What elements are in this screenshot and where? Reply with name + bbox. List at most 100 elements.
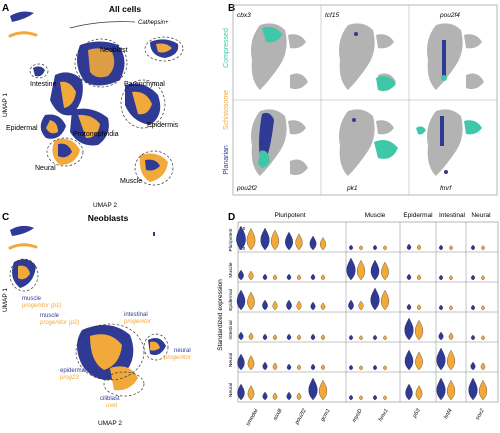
violin-grid-lines <box>238 222 498 402</box>
violin-orange-r3-c4 <box>359 335 363 341</box>
violin-orange-r3-c6 <box>414 319 424 341</box>
violin-orange-r5-c6 <box>415 385 423 401</box>
d-gene-2: pou2f2 <box>294 408 308 426</box>
group-epidermal: Epidermal <box>403 212 433 219</box>
c-label-muscle-1-sub: progenitor (p1) <box>21 303 61 309</box>
violin-orange-r3-c3 <box>321 334 325 341</box>
violin-orange-r3-c8 <box>481 335 485 341</box>
cathepsin-arc <box>69 21 136 29</box>
violin-orange-r1-c7 <box>449 275 453 281</box>
d-gene-0: smedwi <box>245 407 260 427</box>
cluster-label-muscle: Muscle <box>120 178 142 185</box>
violin-blue-r3-c5 <box>372 334 378 341</box>
c-label-intestinal: intestinal <box>124 312 148 318</box>
violin-blue-r5-c3 <box>308 377 318 401</box>
violin-blue-r3-c8 <box>470 334 476 341</box>
violin-orange-r2-c0 <box>247 291 255 311</box>
violin-orange-r4-c2 <box>297 364 301 371</box>
violin-blue-r1-c8 <box>470 274 476 281</box>
violin-blue-r3-c7 <box>438 331 444 341</box>
cluster-label-cathepsin: Cathepsin+ <box>138 20 169 26</box>
violin-orange-r0-c2 <box>295 233 303 251</box>
violin-orange-r0-c1 <box>270 229 280 251</box>
violin-blue-r0-c2 <box>285 231 293 251</box>
d-row-label-5: Neural <box>228 383 234 397</box>
umap-neoblasts <box>12 232 166 391</box>
c-label-muscle-2: muscle <box>40 313 60 319</box>
violin-orange-r0-c8 <box>481 245 485 251</box>
violin-blue-r4-c2 <box>286 363 292 371</box>
violin-orange-r1-c1 <box>273 274 277 281</box>
d-gene-4: myoD <box>351 408 363 423</box>
gene-pk1: pk1 <box>346 185 358 192</box>
gene-tcf15: tcf15 <box>325 12 339 19</box>
violin-blue-r5-c2 <box>286 391 292 401</box>
cluster-label-neoblast: Neoblast <box>100 47 128 54</box>
violin-blue-r5-c8 <box>468 377 478 401</box>
c-label-intestinal-sub: progenitor <box>123 319 152 325</box>
planarian-icon-c <box>10 225 34 236</box>
panel-c-xlabel: UMAP 2 <box>98 420 122 427</box>
violin-orange-r5-c0 <box>247 385 255 401</box>
panel-c-letter: C <box>2 212 9 223</box>
violin-orange-r4-c1 <box>272 362 278 371</box>
violin-orange-r5-c4 <box>359 395 363 401</box>
violin-orange-r2-c2 <box>296 300 302 311</box>
neoblast-outlines <box>9 258 169 397</box>
violin-orange-r5-c8 <box>478 379 488 401</box>
d-gene-1: soxB <box>272 408 283 422</box>
violin-blue-r4-c8 <box>470 361 476 371</box>
row-label-compressed: Compressed <box>223 28 230 68</box>
violin-orange-r1-c4 <box>356 259 366 281</box>
panel-d-ylabel: Standardized expression <box>217 279 224 351</box>
violin-blue-r1-c4 <box>346 257 356 281</box>
violin-blue-r5-c4 <box>348 394 354 401</box>
violin-blue-r0-c1 <box>260 227 270 251</box>
violin-orange-r2-c8 <box>481 305 485 311</box>
schistosome-icon-c <box>8 243 38 250</box>
panel-c-ylabel: UMAP 1 <box>2 288 9 312</box>
violin-orange-r0-c4 <box>359 245 363 251</box>
violin-orange-r3-c1 <box>273 334 277 341</box>
d-row-label-2: Epidermal <box>228 289 234 311</box>
violin-blue-r5-c6 <box>405 383 413 401</box>
d-gene-6: p53 <box>411 407 422 420</box>
violin-blue-r1-c5 <box>370 259 380 281</box>
violin-blue-r2-c4 <box>348 299 354 311</box>
gene-cbx3: cbx3 <box>237 12 251 19</box>
violin-orange-r1-c6 <box>417 274 421 281</box>
violin-orange-r2-c3 <box>320 302 326 311</box>
violin-blue-r4-c5 <box>372 364 378 371</box>
violin-orange-r5-c3 <box>318 379 328 401</box>
c-label-muscle-1: muscle <box>22 296 42 302</box>
violin-orange-r2-c1 <box>272 300 278 311</box>
violin-blue-r3-c0 <box>238 331 244 341</box>
panel-a-ylabel: UMAP 1 <box>2 93 9 117</box>
cluster-outlines <box>29 36 184 186</box>
d-gene-8: sox2 <box>475 408 486 421</box>
panel-a-xlabel: UMAP 2 <box>93 202 117 209</box>
violin-orange-r3-c0 <box>248 332 254 341</box>
d-gene-5: hmx1 <box>378 408 390 423</box>
d-row-label-0: Pluripotent <box>228 228 234 252</box>
violin-blue-r4-c3 <box>310 363 316 371</box>
violin-blue-r4-c4 <box>348 364 354 371</box>
violin-orange-r4-c8 <box>480 362 486 371</box>
violin-blue-r1-c0 <box>238 269 244 281</box>
feature-plots <box>251 23 484 176</box>
group-intestinal: Intestinal <box>439 212 466 219</box>
violin-orange-r4-c3 <box>321 364 325 371</box>
d-row-label-1: Muscle <box>228 262 234 278</box>
violin-blue-r1-c3 <box>310 273 316 281</box>
row-label-planarian: Planarian <box>223 145 230 175</box>
cluster-label-epidermal: Epidermal <box>6 125 38 132</box>
violin-blue-r0-c7 <box>438 244 444 251</box>
violin-orange-r0-c7 <box>449 245 453 251</box>
violin-blue-r2-c7 <box>438 304 444 311</box>
violin-orange-r4-c4 <box>359 365 363 371</box>
d-row-label-3: Intestinal <box>228 320 234 339</box>
violin-blue-r3-c1 <box>262 333 268 341</box>
violin-orange-r1-c2 <box>297 274 301 281</box>
d-row-label-4: Neural <box>228 353 234 367</box>
violin-blue-r0-c6 <box>406 243 412 251</box>
